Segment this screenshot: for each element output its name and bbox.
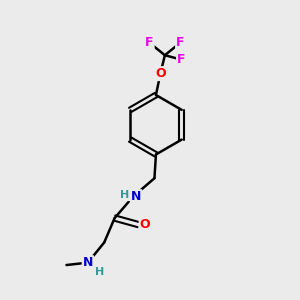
Text: H: H <box>120 190 129 200</box>
Text: F: F <box>177 53 185 66</box>
Text: N: N <box>83 256 93 269</box>
Text: O: O <box>155 67 166 80</box>
Text: F: F <box>145 36 154 49</box>
Text: O: O <box>140 218 150 231</box>
Text: N: N <box>131 190 141 203</box>
Text: F: F <box>176 36 184 49</box>
Text: H: H <box>94 267 104 277</box>
